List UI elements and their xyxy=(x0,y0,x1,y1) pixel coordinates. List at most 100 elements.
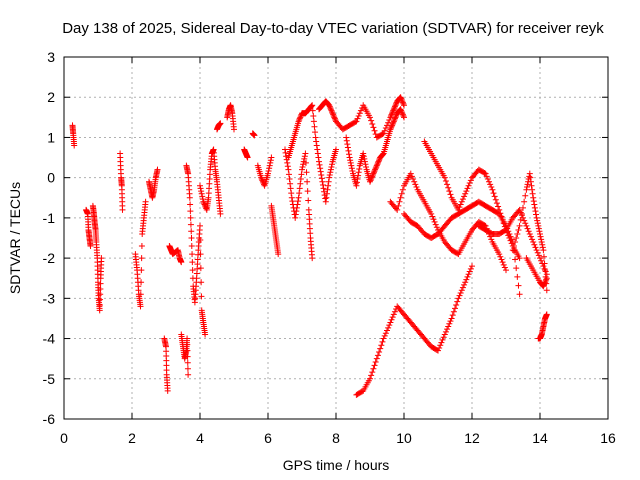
data-point xyxy=(266,165,273,172)
data-point xyxy=(538,236,545,243)
data-point xyxy=(411,178,418,185)
data-point xyxy=(395,202,402,209)
data-point xyxy=(184,365,191,372)
data-point xyxy=(305,197,312,204)
grid-lines xyxy=(64,57,608,419)
y-tick-label: -2 xyxy=(43,250,56,266)
data-point xyxy=(96,307,103,314)
data-point xyxy=(345,147,352,154)
data-point xyxy=(527,174,534,181)
data-point xyxy=(391,115,398,122)
y-axis-label: SDTVAR / TECUs xyxy=(7,182,23,294)
data-point xyxy=(189,259,196,266)
data-point xyxy=(457,201,464,208)
data-point xyxy=(515,282,522,289)
data-point xyxy=(368,176,375,183)
data-point xyxy=(543,311,550,318)
data-point xyxy=(464,185,471,192)
data-point xyxy=(529,190,536,197)
data-point xyxy=(304,188,311,195)
data-point xyxy=(184,341,191,348)
data-point xyxy=(197,185,204,192)
data-point xyxy=(297,176,304,183)
data-point xyxy=(184,347,191,354)
data-point xyxy=(454,298,461,305)
data-point xyxy=(310,118,317,125)
y-tick-label: 1 xyxy=(47,129,55,145)
data-point xyxy=(463,188,470,195)
data-point xyxy=(265,170,271,177)
data-point xyxy=(487,181,494,188)
data-point xyxy=(377,345,384,352)
data-point xyxy=(370,124,377,131)
data-point xyxy=(185,371,192,378)
data-point xyxy=(455,206,462,213)
data-point xyxy=(499,216,506,223)
data-point xyxy=(458,198,465,205)
data-point xyxy=(390,119,397,126)
data-point xyxy=(527,233,534,240)
data-point xyxy=(378,342,385,349)
data-point xyxy=(282,146,288,153)
data-point xyxy=(447,318,454,325)
data-point xyxy=(319,178,326,185)
data-point xyxy=(542,277,549,284)
data-point xyxy=(295,118,302,125)
data-point xyxy=(293,204,300,211)
data-point xyxy=(488,236,495,243)
data-point xyxy=(447,191,454,198)
data-point xyxy=(188,228,195,235)
data-point xyxy=(285,166,292,173)
data-point xyxy=(329,161,336,168)
data-point xyxy=(530,239,537,246)
data-point xyxy=(197,222,203,229)
data-point xyxy=(452,305,458,312)
data-point xyxy=(506,235,513,241)
data-point xyxy=(292,214,299,221)
data-point xyxy=(536,228,543,235)
data-point xyxy=(449,312,456,319)
data-point xyxy=(299,163,306,170)
data-point xyxy=(367,114,373,121)
data-point xyxy=(368,174,375,181)
data-point xyxy=(361,158,368,165)
data-point xyxy=(384,122,390,129)
data-point xyxy=(538,257,545,264)
data-point xyxy=(292,211,299,218)
data-point xyxy=(355,172,362,179)
data-point xyxy=(381,127,388,134)
data-point xyxy=(492,196,499,203)
data-point xyxy=(310,112,317,119)
data-point xyxy=(543,276,550,283)
data-point xyxy=(302,150,309,157)
data-point xyxy=(500,220,507,227)
data-point xyxy=(137,303,144,310)
data-point xyxy=(400,100,407,107)
data-point xyxy=(392,102,399,109)
data-point xyxy=(288,190,295,197)
data-point xyxy=(119,206,126,213)
data-point xyxy=(198,279,205,286)
data-point xyxy=(382,330,389,337)
data-point xyxy=(399,110,406,117)
data-point xyxy=(369,173,376,180)
data-point xyxy=(533,214,540,221)
x-axis-label: GPS time / hours xyxy=(283,457,390,473)
data-point xyxy=(513,235,520,241)
data-point xyxy=(398,95,405,102)
data-point xyxy=(540,283,547,290)
data-point xyxy=(486,178,492,185)
data-point xyxy=(286,176,293,183)
data-point xyxy=(514,273,521,280)
data-point xyxy=(268,154,275,161)
data-point xyxy=(510,243,517,250)
data-point xyxy=(469,263,475,270)
y-tick-label: -3 xyxy=(43,290,56,306)
data-point xyxy=(301,153,308,160)
data-point xyxy=(188,235,195,241)
data-point xyxy=(187,221,194,228)
x-tick-label: 0 xyxy=(60,430,68,446)
data-point xyxy=(397,106,404,113)
data-point xyxy=(202,331,209,338)
